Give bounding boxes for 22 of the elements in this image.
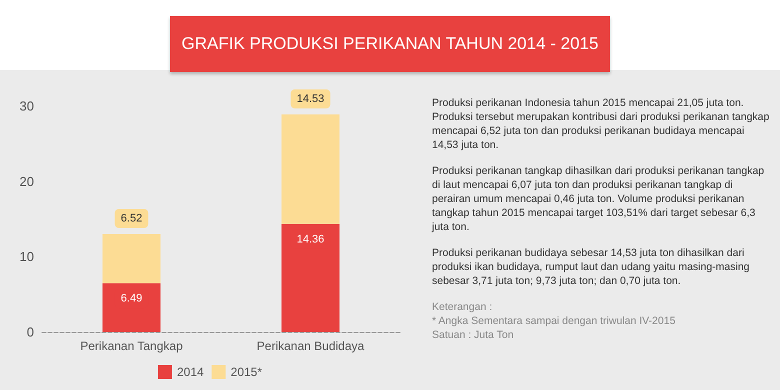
y-tick-label: 30 xyxy=(20,98,34,114)
data-label: 6.52 xyxy=(120,212,142,224)
text: Produksi perikanan Indonesia tahun 2015 mencapai 21,05 juta ton. Produksi tersebut merupakan kontribusi dari produksi perikanan tangkap mencapai 6,52 juta ton dan produksi perikanan budidaya mencapai 14,53 juta ton. xyxy=(432,96,770,152)
y-tick-label: 20 xyxy=(20,174,34,189)
bar xyxy=(282,114,340,224)
text: Produksi perikanan tangkap dihasilkan dari produksi perikanan tangkap di laut mencapai 6,07 juta ton dan produksi perikanan tangkap di perairan umum mencapai 0,46 juta ton. Volume produksi perikanan tangkap tahun 2015 mencapai target 103,51% dari target sebesar 6,3 juta ton. xyxy=(432,164,766,234)
text: Satuan : Juta Ton xyxy=(432,328,515,342)
bar xyxy=(282,224,340,332)
x-tick-label: Perikanan Budidaya xyxy=(256,339,365,353)
x-tick-label: Perikanan Tangkap xyxy=(80,339,184,353)
legend-label: 2015* xyxy=(230,365,262,379)
text: Produksi perikanan budidaya sebesar 14,53 juta ton dihasilkan dari produksi ikan budidaya, rumput laut dan udang yaitu masing-masing sebesar 3,71 juta ton; 9,73 juta ton; dan 0,70 juta ton. xyxy=(432,246,751,288)
chart-title: GRAFIK PRODUKSI PERIKANAN TAHUN 2014 - 2015 xyxy=(182,34,598,54)
bar xyxy=(102,234,160,284)
data-label: 14.36 xyxy=(296,233,324,246)
text: * Angka Sementara sampai dengan triwulan IV-2015 xyxy=(432,314,676,328)
y-tick-label: 10 xyxy=(20,249,34,264)
y-tick-label: 0 xyxy=(26,324,34,340)
legend-label: 2014 xyxy=(176,365,204,379)
data-label: 14.53 xyxy=(296,92,324,105)
text: Keterangan : xyxy=(432,300,494,314)
data-label: 6.49 xyxy=(120,292,142,305)
